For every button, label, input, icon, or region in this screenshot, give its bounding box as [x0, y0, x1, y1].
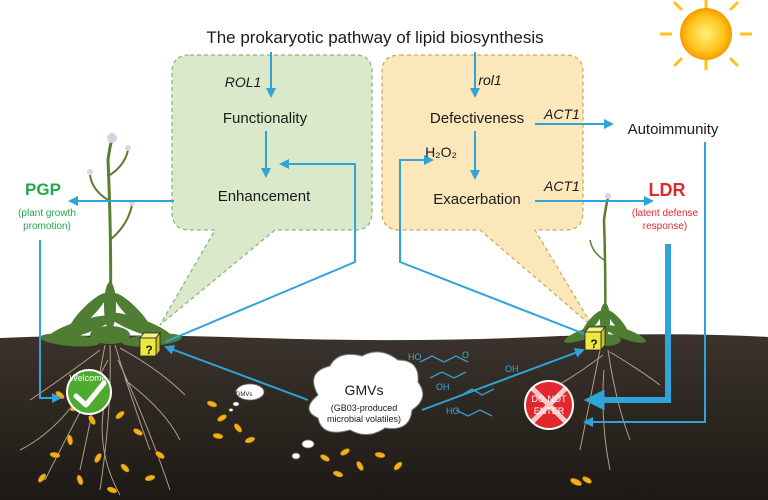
- diagram-title: The prokaryotic pathway of lipid biosynt…: [206, 28, 544, 47]
- question-mark-left: ?: [145, 343, 153, 357]
- ldr-block-arrow: [583, 244, 671, 411]
- ldr-description: (latent defense response): [632, 207, 698, 233]
- svg-text:OH: OH: [436, 382, 450, 392]
- gmvs-small-label: GMVs: [235, 392, 253, 398]
- check-icon: [73, 380, 107, 408]
- gmvs-description-line2: microbial volatiles): [326, 414, 402, 424]
- do-not-enter-line2: ENTER: [533, 406, 565, 416]
- svg-text:O: O: [462, 350, 469, 360]
- welcome-sign: [66, 369, 112, 415]
- enhancement-label: Enhancement: [217, 188, 311, 205]
- bacteria-cluster: [37, 390, 592, 494]
- gmvs-small-cloud: [228, 383, 265, 412]
- gmvs-description: (GB03-produced microbial volatiles): [327, 403, 401, 425]
- gmvs-description-line1: (GB03-produced: [330, 403, 398, 413]
- gene-rol1-upper: ROL1: [224, 74, 262, 90]
- left-plant: [19, 133, 186, 496]
- h2o2-label: H₂O₂: [425, 144, 457, 160]
- question-mark-right: ?: [590, 337, 598, 351]
- bacteria-legend: B. amyloliquefaciens GB03: [596, 476, 740, 490]
- ldr-description-line1: (latent defense: [631, 208, 699, 219]
- svg-text:HO: HO: [446, 406, 460, 416]
- gene-rol1-lower: rol1: [478, 72, 502, 88]
- gmvs-label: GMVs: [344, 382, 384, 398]
- act1-label-top: ACT1: [544, 106, 580, 122]
- green-speech-bubble: [159, 54, 373, 326]
- gmvs-cloud: [291, 351, 424, 460]
- cross-icon: [530, 386, 568, 424]
- do-not-enter-label: DO NOT ENTER: [532, 393, 567, 417]
- svg-text:OH: OH: [505, 364, 519, 374]
- pgp-description-line1: (plant growth: [18, 208, 76, 219]
- bacteria-species: B. amyloliquefaciens: [596, 476, 707, 490]
- pgp-description: (plant growth promotion): [18, 207, 76, 233]
- act1-label-bottom: ACT1: [544, 178, 580, 194]
- defectiveness-label: Defectiveness: [429, 110, 525, 127]
- bacterium-legend-icon: [570, 478, 582, 486]
- arrows: [39, 52, 706, 427]
- bacteria-strain: GB03: [709, 476, 741, 490]
- ldr-label: LDR: [648, 180, 686, 200]
- volatile-molecules: [419, 355, 495, 417]
- sun-icon: [660, 0, 752, 70]
- autoimmunity-label: Autoimmunity: [627, 121, 719, 138]
- functionality-label: Functionality: [222, 110, 308, 127]
- question-cube-right: [584, 325, 606, 352]
- svg-text:HO: HO: [408, 352, 422, 362]
- pgp-description-line2: promotion): [23, 221, 71, 232]
- molecule-labels: HO O OH OH HO: [408, 350, 519, 416]
- do-not-enter-line1: DO NOT: [531, 394, 567, 404]
- ldr-description-line2: response): [642, 221, 688, 232]
- do-not-enter-sign: [524, 380, 574, 430]
- exacerbation-label: Exacerbation: [433, 191, 521, 208]
- welcome-label: Welcome: [69, 373, 107, 383]
- pgp-label: PGP: [25, 180, 61, 199]
- question-cube-left: [139, 331, 161, 358]
